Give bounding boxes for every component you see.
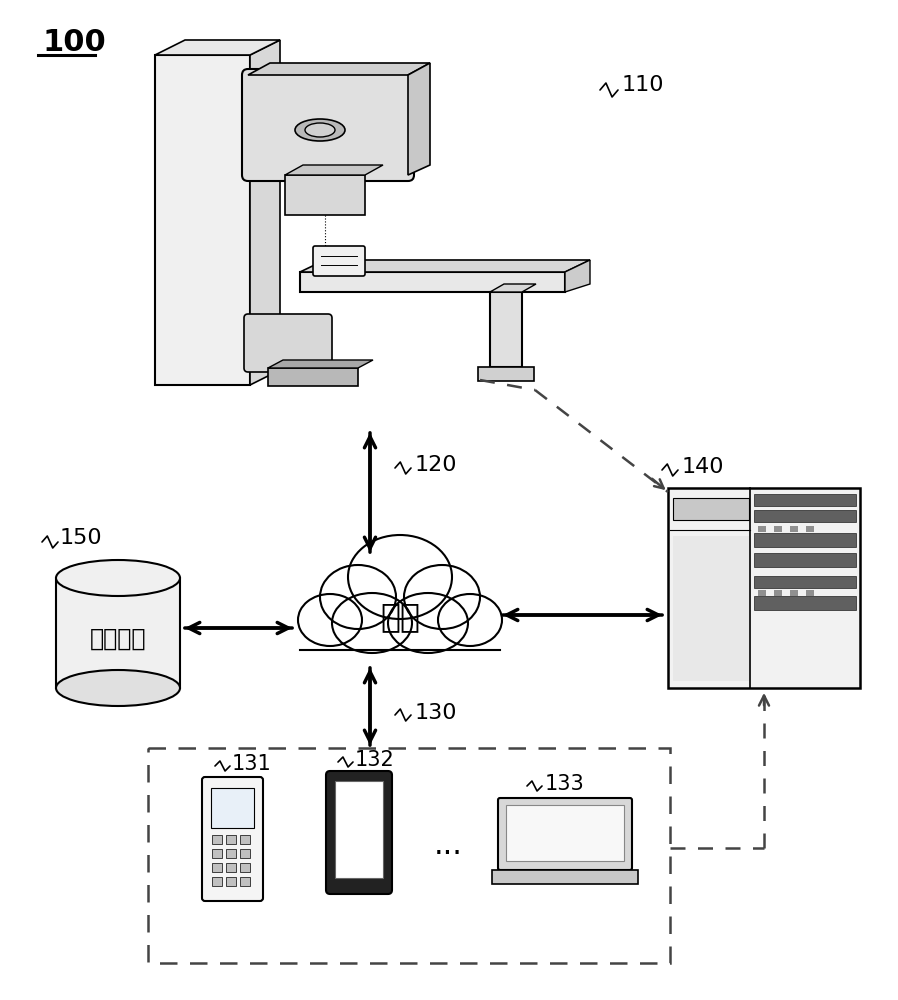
Bar [790, 526, 798, 532]
Bar [490, 292, 522, 367]
Polygon shape [250, 40, 280, 385]
Bar [211, 788, 254, 828]
Bar [673, 498, 749, 520]
FancyBboxPatch shape [313, 246, 365, 276]
Text: 150: 150 [60, 528, 102, 548]
FancyBboxPatch shape [244, 314, 332, 372]
Text: 132: 132 [355, 750, 395, 770]
Bar [226, 835, 236, 844]
Bar [285, 175, 365, 215]
Text: 131: 131 [232, 754, 272, 774]
Polygon shape [155, 40, 280, 55]
Text: 存储设备: 存储设备 [90, 626, 146, 650]
Bar [754, 596, 856, 610]
Bar [478, 367, 534, 381]
Bar [506, 805, 624, 861]
Bar [668, 488, 860, 688]
Bar [240, 849, 250, 858]
FancyBboxPatch shape [498, 798, 632, 870]
Bar [226, 849, 236, 858]
Bar [300, 272, 565, 292]
Ellipse shape [320, 565, 396, 629]
Polygon shape [268, 360, 373, 368]
Bar [758, 526, 766, 532]
Bar [268, 368, 358, 386]
Text: 网络: 网络 [380, 600, 420, 634]
Text: 120: 120 [415, 455, 457, 475]
Bar [212, 835, 222, 844]
Bar [492, 870, 638, 884]
Bar [806, 590, 814, 596]
Ellipse shape [388, 593, 468, 653]
Bar [806, 526, 814, 532]
Ellipse shape [295, 119, 345, 141]
Bar [758, 590, 766, 596]
Bar [335, 781, 383, 878]
Bar [212, 863, 222, 872]
Text: 130: 130 [415, 703, 457, 723]
Polygon shape [285, 165, 383, 175]
Ellipse shape [438, 594, 502, 646]
Text: ...: ... [434, 830, 462, 859]
Bar [212, 849, 222, 858]
Bar [155, 55, 250, 385]
Ellipse shape [298, 594, 362, 646]
Bar [226, 877, 236, 886]
Ellipse shape [305, 123, 335, 137]
Bar [754, 510, 856, 522]
Bar [240, 863, 250, 872]
Bar [56, 578, 180, 688]
Bar [300, 625, 500, 660]
FancyBboxPatch shape [202, 777, 263, 901]
Bar [226, 863, 236, 872]
Text: 100: 100 [42, 28, 106, 57]
Text: 110: 110 [622, 75, 665, 95]
Polygon shape [490, 284, 536, 292]
Polygon shape [408, 63, 430, 175]
Bar [754, 576, 856, 588]
Bar [774, 590, 782, 596]
FancyBboxPatch shape [242, 69, 414, 181]
Bar [148, 748, 670, 963]
Bar [790, 590, 798, 596]
Polygon shape [300, 260, 590, 272]
Ellipse shape [332, 593, 412, 653]
Text: 140: 140 [682, 457, 725, 477]
Polygon shape [248, 63, 430, 75]
Bar [673, 536, 749, 681]
Ellipse shape [56, 670, 180, 706]
Bar [754, 533, 856, 547]
FancyBboxPatch shape [326, 771, 392, 894]
Ellipse shape [56, 560, 180, 596]
Ellipse shape [404, 565, 480, 629]
Bar [774, 526, 782, 532]
Text: 133: 133 [545, 774, 585, 794]
Bar [212, 877, 222, 886]
Bar [754, 553, 856, 567]
Bar [240, 835, 250, 844]
Polygon shape [565, 260, 590, 292]
Bar [754, 494, 856, 506]
Bar [240, 877, 250, 886]
Ellipse shape [348, 535, 452, 619]
